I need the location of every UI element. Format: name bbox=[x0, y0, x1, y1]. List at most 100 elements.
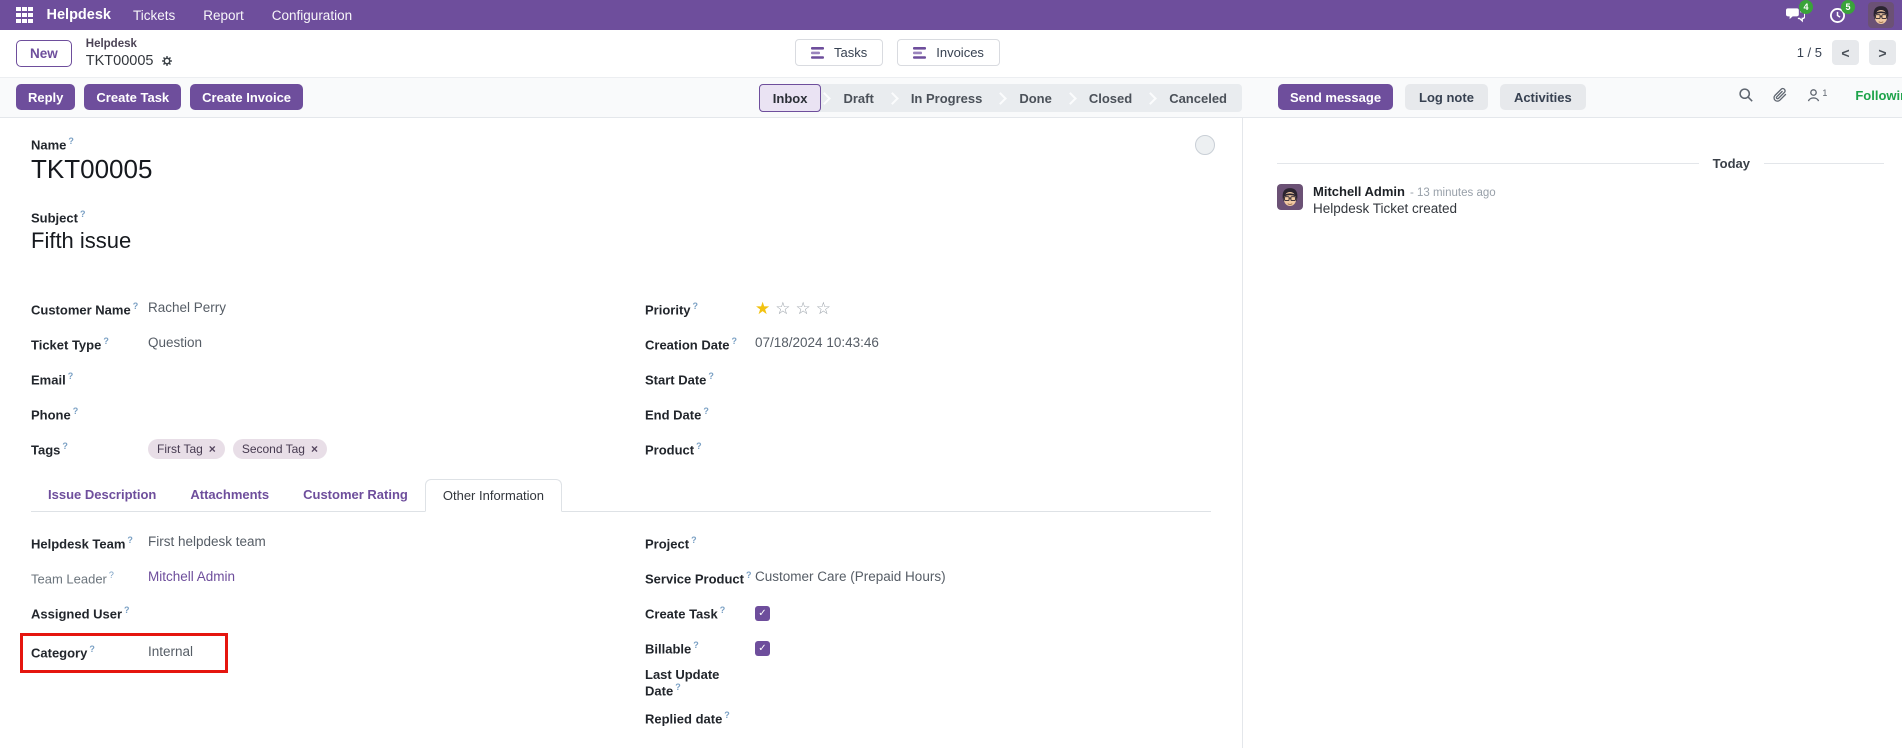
subject-value[interactable]: Fifth issue bbox=[31, 227, 132, 253]
assigned-user-value[interactable] bbox=[148, 604, 531, 622]
create-invoice-button[interactable]: Create Invoice bbox=[190, 84, 304, 110]
help-marker: ? bbox=[691, 534, 697, 545]
star-icon[interactable]: ☆ bbox=[815, 299, 831, 320]
end-date-value[interactable] bbox=[755, 405, 1243, 423]
new-button[interactable]: New bbox=[16, 40, 72, 67]
message-avatar[interactable] bbox=[1277, 184, 1303, 210]
following-button[interactable]: Following bbox=[1855, 87, 1902, 103]
stage-closed[interactable]: Closed bbox=[1088, 90, 1133, 106]
service-product-label: Service Product? bbox=[645, 569, 752, 587]
stage-in-progress[interactable]: In Progress bbox=[910, 90, 983, 106]
helpdesk-team-value[interactable]: First helpdesk team bbox=[148, 534, 266, 550]
customer-name-label: Customer Name? bbox=[31, 300, 139, 318]
stage-statusbar: Inbox Draft In Progress Done Closed Canc… bbox=[758, 84, 1242, 112]
ticket-type-value[interactable]: Question bbox=[148, 335, 203, 351]
breadcrumb-parent[interactable]: Helpdesk bbox=[85, 38, 137, 51]
date-divider: Today bbox=[1277, 156, 1884, 171]
menu-report[interactable]: Report bbox=[203, 7, 244, 23]
helpdesk-team-label: Helpdesk Team? bbox=[31, 534, 133, 552]
replied-date-row: Replied date? bbox=[645, 701, 1243, 736]
pager-next-button[interactable]: > bbox=[1869, 40, 1896, 65]
phone-value[interactable] bbox=[148, 405, 531, 423]
action-bar: Reply Create Task Create Invoice Inbox D… bbox=[0, 78, 1902, 118]
tags-label: Tags? bbox=[31, 440, 68, 458]
apps-menu-button[interactable] bbox=[10, 3, 39, 28]
start-date-value[interactable] bbox=[755, 370, 1243, 388]
stage-inbox[interactable]: Inbox bbox=[758, 84, 822, 112]
billable-label: Billable? bbox=[645, 639, 699, 657]
tab-issue-description[interactable]: Issue Description bbox=[48, 486, 157, 502]
team-leader-value[interactable]: Mitchell Admin bbox=[148, 569, 236, 585]
check-icon: ✓ bbox=[758, 607, 767, 619]
stage-draft[interactable]: Draft bbox=[843, 90, 874, 106]
star-icon[interactable]: ☆ bbox=[775, 299, 791, 320]
replied-date-value[interactable] bbox=[755, 709, 1243, 727]
service-product-row: Service Product? Customer Care (Prepaid … bbox=[645, 561, 1243, 596]
creation-date-value[interactable]: 07/18/2024 10:43:46 bbox=[755, 335, 879, 351]
tag-remove-icon[interactable]: × bbox=[310, 442, 318, 457]
phone-row: Phone? bbox=[31, 397, 531, 432]
message-body: Helpdesk Ticket created bbox=[1313, 201, 1458, 216]
ticket-form: Name? TKT00005 Subject? Fifth issue Cust… bbox=[0, 118, 1243, 748]
invoices-smart-button[interactable]: Invoices bbox=[897, 39, 1000, 66]
activities-badge: 5 bbox=[1841, 0, 1855, 14]
assigned-user-row: Assigned User? bbox=[31, 596, 531, 631]
send-message-button[interactable]: Send message bbox=[1278, 84, 1394, 110]
help-marker: ? bbox=[731, 335, 738, 346]
activities-icon[interactable]: 5 bbox=[1826, 0, 1855, 26]
attachments-icon[interactable] bbox=[1772, 87, 1788, 103]
help-marker: ? bbox=[124, 604, 130, 615]
app-name[interactable]: Helpdesk bbox=[46, 7, 111, 23]
star-icon[interactable]: ☆ bbox=[795, 299, 811, 320]
name-value[interactable]: TKT00005 bbox=[31, 154, 153, 185]
tab-other-information[interactable]: Other Information bbox=[424, 478, 563, 512]
project-value[interactable] bbox=[755, 534, 1243, 552]
menu-configuration[interactable]: Configuration bbox=[271, 7, 353, 23]
service-product-value[interactable]: Customer Care (Prepaid Hours) bbox=[755, 569, 946, 585]
customer-name-value[interactable]: Rachel Perry bbox=[148, 300, 227, 316]
product-value[interactable] bbox=[755, 440, 1243, 458]
category-value[interactable]: Internal bbox=[148, 643, 194, 659]
stage-done[interactable]: Done bbox=[1019, 90, 1052, 106]
email-value[interactable] bbox=[148, 370, 531, 388]
messages-icon[interactable]: 4 bbox=[1784, 0, 1813, 26]
help-marker: ? bbox=[696, 440, 702, 451]
help-marker: ? bbox=[103, 335, 109, 346]
create-task-checkbox[interactable]: ✓ bbox=[755, 605, 770, 621]
smart-buttons: Tasks Invoices bbox=[795, 39, 1000, 66]
invoices-smart-button-label: Invoices bbox=[936, 45, 984, 60]
create-task-button[interactable]: Create Task bbox=[84, 84, 182, 110]
tasks-smart-button[interactable]: Tasks bbox=[795, 39, 884, 66]
actions-gear-icon[interactable] bbox=[160, 54, 174, 68]
tab-attachments[interactable]: Attachments bbox=[190, 486, 270, 502]
log-note-button[interactable]: Log note bbox=[1405, 84, 1488, 110]
last-update-date-value[interactable] bbox=[755, 674, 1243, 692]
followers-icon[interactable]: 1 bbox=[1806, 88, 1827, 103]
pager-value[interactable]: 1 / 5 bbox=[1796, 45, 1822, 60]
chatter: Today Mitchell Admin - 13 m bbox=[1243, 118, 1902, 748]
message-author[interactable]: Mitchell Admin bbox=[1313, 184, 1405, 199]
pager-previous-button[interactable]: < bbox=[1832, 40, 1859, 65]
search-messages-icon[interactable] bbox=[1738, 87, 1754, 103]
kanban-state-indicator[interactable] bbox=[1195, 135, 1215, 155]
subject-label: Subject? bbox=[31, 209, 86, 226]
star-icon[interactable]: ★ bbox=[755, 299, 771, 320]
menu-tickets[interactable]: Tickets bbox=[132, 7, 176, 23]
notebook-tabs: Issue Description Attachments Customer R… bbox=[31, 478, 1211, 512]
reply-button[interactable]: Reply bbox=[16, 84, 76, 110]
help-marker: ? bbox=[72, 405, 79, 416]
stage-canceled[interactable]: Canceled bbox=[1169, 90, 1227, 106]
tag-first-tag[interactable]: First Tag × bbox=[148, 439, 225, 460]
help-marker: ? bbox=[68, 136, 74, 146]
last-update-date-row: Last Update Date? bbox=[645, 666, 1243, 701]
billable-checkbox[interactable]: ✓ bbox=[755, 640, 770, 656]
priority-stars[interactable]: ★ ☆ ☆ ☆ bbox=[755, 299, 1243, 319]
tags-row: Tags? First Tag × Second Tag × bbox=[31, 432, 531, 467]
tag-second-tag[interactable]: Second Tag × bbox=[232, 439, 327, 460]
activities-button[interactable]: Activities bbox=[1499, 84, 1586, 110]
tab-customer-rating[interactable]: Customer Rating bbox=[303, 486, 408, 502]
assigned-user-label: Assigned User? bbox=[31, 604, 130, 622]
user-avatar[interactable] bbox=[1868, 2, 1894, 28]
help-marker: ? bbox=[79, 209, 86, 220]
tag-remove-icon[interactable]: × bbox=[208, 442, 216, 457]
